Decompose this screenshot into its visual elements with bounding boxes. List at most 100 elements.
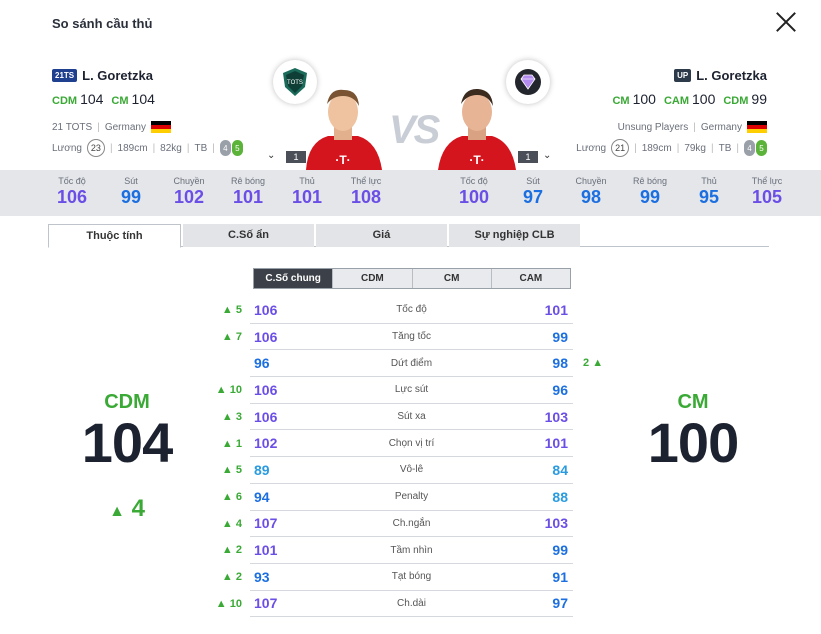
right-attribute-value: 88	[552, 488, 568, 505]
right-attribute-value: 101	[544, 301, 568, 318]
up-arrow-icon: ▲	[221, 490, 233, 503]
tab-price[interactable]: Giá	[316, 224, 447, 247]
attribute-name: Vô-lê	[399, 464, 424, 476]
attribute-name: Ch.ngắn	[392, 517, 431, 529]
right-summary-stat: Rê bóng 99	[622, 176, 678, 208]
stat-label: Rê bóng	[632, 176, 668, 186]
left-player-info: 21TS L. Goretzka CDM 104 CM 104 21 TOTS | Ge…	[52, 68, 243, 157]
stat-label: Sút	[124, 176, 138, 186]
player-physical-line: Lương 21 | 189cm | 79kg | TB | 4 5	[576, 139, 767, 157]
left-attribute-value: 107	[254, 595, 278, 612]
attribute-row: 96 Dứt điểm 98	[250, 350, 573, 378]
page-title: So sánh cầu thủ	[52, 16, 153, 31]
germany-flag-icon	[150, 121, 171, 133]
weak-foot-icon: 4	[219, 140, 231, 156]
left-ovr-diff: ▲ 4	[109, 495, 145, 522]
tots-crest-icon: TOTS	[273, 60, 317, 104]
subtab-cdm[interactable]: CDM	[332, 269, 412, 288]
player-team-line: Unsung Players | Germany	[576, 121, 767, 133]
right-summary-stat: Thể lực 105	[739, 176, 795, 208]
subtab-general[interactable]: C.Số chung	[254, 269, 333, 288]
summary-stats-bar: Tốc độ 106 Sút 99 Chuyền 102 Rê bóng 101 Thủ 101 T…	[0, 170, 821, 216]
svg-text:·T·: ·T·	[335, 153, 350, 167]
stat-value: 106	[56, 187, 88, 207]
stat-label: Rê bóng	[230, 176, 266, 186]
tab-club-career[interactable]: Sự nghiệp CLB	[449, 224, 580, 247]
right-chevron-down-icon[interactable]: ⌄	[543, 150, 552, 161]
up-arrow-icon: ▲	[221, 571, 233, 583]
left-attribute-diff: ▲ 1	[221, 437, 242, 450]
player-name: L. Goretzka	[696, 68, 767, 83]
attribute-name: Tầm nhìn	[390, 544, 433, 556]
right-player-info: UP L. Goretzka CM 100 CAM 100 CDM 99 Unsung…	[576, 68, 767, 157]
stat-label: Thủ	[299, 176, 315, 186]
left-summary-stat: Thể lực 108	[338, 176, 394, 208]
right-attribute-value: 96	[552, 381, 568, 398]
left-big-position: CDM	[104, 391, 150, 413]
stat-label: Thủ	[701, 176, 717, 186]
germany-flag-icon	[747, 121, 767, 133]
tab-hidden-stats[interactable]: C.Số ẩn	[183, 224, 314, 247]
attribute-row: 106 Lực sút 96	[250, 377, 573, 404]
player-physical-line: Lương 23 | 189cm | 82kg | TB | 4 5	[52, 139, 243, 157]
up-arrow-icon: ▲	[221, 517, 233, 530]
left-attribute-diff: ▲ 5	[221, 304, 242, 316]
svg-text:·T·: ·T·	[469, 153, 484, 167]
right-summary-stat: Chuyền 98	[563, 176, 619, 208]
right-summary-stat: Tốc độ 100	[446, 176, 502, 208]
left-summary-stat: Thủ 101	[279, 176, 335, 208]
left-attribute-diff: ▲ 7	[221, 330, 242, 343]
attribute-name: Tăng tốc	[392, 331, 431, 343]
right-attribute-value: 84	[552, 461, 568, 478]
left-attribute-value: 106	[254, 328, 278, 345]
stat-value: 95	[698, 187, 720, 207]
stat-label: Sút	[526, 176, 540, 186]
up-arrow-icon: ▲	[221, 437, 233, 450]
close-icon[interactable]	[774, 10, 798, 34]
vs-label: VS	[389, 108, 440, 152]
attribute-row: 102 Chọn vị trí 101	[250, 430, 573, 458]
left-attribute-value: 96	[254, 355, 270, 372]
left-attribute-value: 101	[254, 542, 278, 559]
left-summary-stat: Rê bóng 101	[220, 176, 276, 208]
skill-moves-icon: 5	[756, 140, 767, 156]
left-attribute-diff: ▲ 2	[221, 571, 242, 583]
left-attribute-diff: ▲ 10	[215, 597, 242, 610]
season-badge: UP	[674, 69, 692, 82]
left-attribute-diff: ▲ 2	[221, 544, 242, 557]
up-arrow-icon: ▲	[215, 597, 227, 610]
right-attribute-value: 98	[552, 355, 568, 372]
attribute-row: 93 Tạt bóng 91	[250, 564, 573, 591]
right-summary-stat: Sút 97	[505, 176, 561, 208]
stat-label: Tốc độ	[58, 176, 86, 186]
position-ratings: CM 100 CAM 100 CDM 99	[612, 91, 767, 107]
attribute-row: 107 Ch.dài 97	[250, 591, 573, 618]
stat-label: Thể lực	[350, 176, 382, 186]
subtab-cm[interactable]: CM	[411, 269, 491, 288]
right-attribute-value: 103	[544, 408, 568, 425]
left-attribute-value: 102	[254, 435, 278, 452]
up-arrow-icon: ▲	[221, 304, 233, 316]
stat-value: 98	[580, 187, 602, 207]
attribute-row: 94 Penalty 88	[250, 484, 573, 511]
weak-foot-icon: 4	[744, 140, 755, 156]
subtab-cam[interactable]: CAM	[490, 269, 570, 288]
right-attribute-value: 91	[552, 568, 568, 585]
left-big-ovr: 104	[81, 411, 173, 474]
tab-attributes[interactable]: Thuộc tính	[48, 224, 181, 248]
left-chevron-down-icon[interactable]: ⌄	[267, 150, 276, 161]
wage-icon: 21	[611, 139, 630, 157]
left-attribute-value: 93	[254, 568, 270, 585]
attribute-row: 106 Sút xa 103	[250, 404, 573, 431]
player-team-line: 21 TOTS | Germany	[52, 121, 243, 133]
position-subtabs: C.Số chung CDM CM CAM	[253, 268, 571, 289]
right-attribute-diff: 2 ▲	[583, 357, 604, 370]
attribute-row: 107 Ch.ngắn 103	[250, 511, 573, 538]
right-attribute-value: 101	[544, 435, 568, 452]
stat-value: 102	[173, 187, 205, 207]
attribute-name: Lực sút	[394, 384, 429, 396]
right-big-ovr: 100	[647, 411, 739, 474]
left-attribute-value: 106	[254, 381, 278, 398]
player-name: L. Goretzka	[82, 68, 153, 83]
left-level-badge: 1	[286, 151, 306, 163]
